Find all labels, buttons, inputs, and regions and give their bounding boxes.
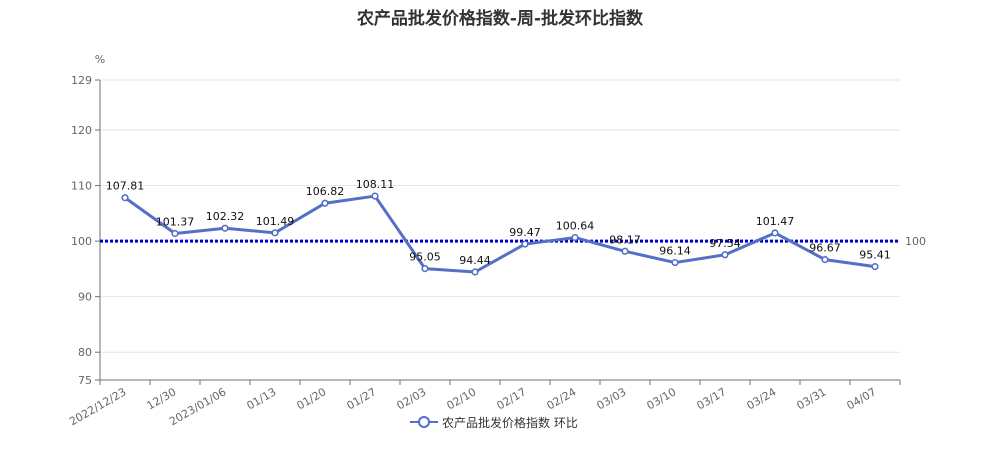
data-label: 108.11 <box>356 178 395 191</box>
data-point <box>321 199 329 207</box>
chart-title: 农产品批发价格指数-周-批发环比指数 <box>356 9 644 29</box>
data-label: 95.41 <box>859 249 891 262</box>
data-label: 101.49 <box>256 215 295 228</box>
x-tick-label: 02/03 <box>395 385 429 412</box>
data-point <box>671 258 679 267</box>
data-point <box>771 229 779 237</box>
y-tick-label: 129 <box>71 74 92 87</box>
data-label: 99.47 <box>509 226 541 239</box>
data-label: 96.67 <box>809 242 841 255</box>
data-point <box>371 192 379 200</box>
y-tick-label: 100 <box>71 235 92 248</box>
x-tick-label: 2022/12/23 <box>67 385 128 428</box>
x-tick-label: 03/31 <box>795 385 829 412</box>
data-point <box>871 263 879 271</box>
data-point <box>221 224 229 232</box>
x-tick-label: 03/10 <box>645 385 679 412</box>
x-tick-label: 04/07 <box>845 385 879 412</box>
data-label: 98.17 <box>609 233 641 246</box>
data-point <box>621 247 629 255</box>
x-tick-label: 02/10 <box>445 385 479 412</box>
y-tick-label: 90 <box>78 291 92 304</box>
data-point <box>471 268 479 276</box>
x-tick-label: 01/27 <box>345 385 379 412</box>
x-tick-label: 02/24 <box>545 385 579 412</box>
y-tick-label: 80 <box>78 346 92 359</box>
data-point <box>571 233 579 242</box>
data-label: 95.05 <box>409 251 441 264</box>
x-tick-label: 03/17 <box>695 385 729 412</box>
y-tick-label: 120 <box>71 124 92 137</box>
legend-marker <box>418 416 430 428</box>
data-label: 101.37 <box>156 216 195 229</box>
reference-line-label: 100 <box>905 235 926 248</box>
series-line <box>124 194 876 274</box>
data-label: 97.54 <box>709 237 741 250</box>
x-tick-label: 12/30 <box>145 385 179 412</box>
x-tick-label: 03/03 <box>595 385 629 412</box>
data-label: 106.82 <box>306 185 345 198</box>
y-tick-label: 75 <box>78 374 92 387</box>
data-label: 100.64 <box>556 220 595 233</box>
x-tick-label: 2023/01/06 <box>167 385 228 428</box>
y-tick-label: 110 <box>71 180 92 193</box>
x-tick-label: 02/17 <box>495 385 529 412</box>
x-tick-label: 03/24 <box>745 385 779 412</box>
data-label: 101.47 <box>756 215 795 228</box>
data-point <box>171 229 179 238</box>
data-label: 107.81 <box>106 180 145 193</box>
data-label: 102.32 <box>206 210 245 223</box>
y-axis-unit: % <box>95 53 105 66</box>
data-point <box>821 256 829 264</box>
data-label: 94.44 <box>459 254 491 267</box>
data-label: 96.14 <box>659 245 691 258</box>
x-tick-label: 01/13 <box>245 385 279 412</box>
data-point <box>521 240 529 248</box>
x-tick-label: 01/20 <box>295 385 329 412</box>
legend-label: 农产品批发价格指数 环比 <box>442 415 578 430</box>
data-point <box>721 251 729 259</box>
data-point <box>271 229 279 237</box>
data-point <box>121 194 129 202</box>
data-point <box>421 265 429 273</box>
